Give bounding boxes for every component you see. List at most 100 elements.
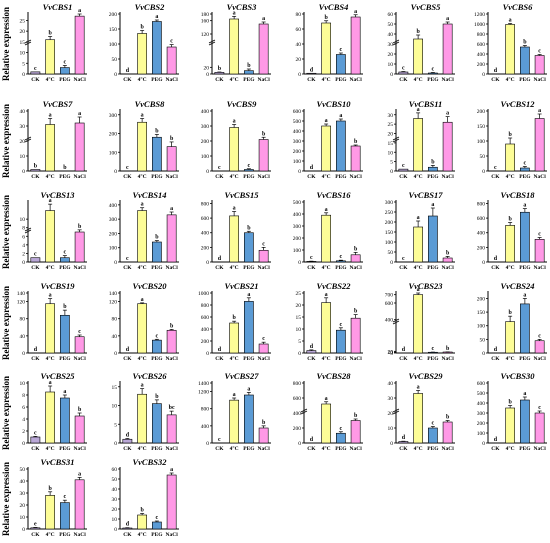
x-tick-label: NaCl	[534, 174, 547, 180]
y-tick-label: 400	[293, 129, 302, 135]
significance-letter: b	[508, 132, 512, 138]
bar-4°C	[414, 394, 423, 444]
significance-letter: a	[417, 287, 420, 293]
y-tick-label: 200	[293, 149, 302, 155]
bar-PEG	[60, 503, 69, 529]
significance-letter: d	[494, 347, 498, 353]
y-tick-label: 25	[20, 18, 26, 24]
y-tick-label: 150	[477, 124, 486, 130]
x-tick-label: PEG	[427, 174, 439, 180]
y-tick-label: 200	[109, 132, 118, 138]
significance-letter: c	[310, 255, 313, 261]
x-tick-label: PEG	[151, 174, 163, 180]
significance-letter: a	[49, 293, 52, 299]
significance-letter: a	[262, 16, 265, 22]
y-tick-label: 5	[22, 61, 25, 67]
significance-letter: c	[156, 333, 159, 339]
x-tick-label: 4°C	[230, 264, 239, 271]
significance-letter: d	[126, 433, 130, 439]
y-tick-label: 200	[293, 236, 302, 242]
significance-letter: b	[155, 235, 159, 241]
significance-letter: a	[233, 10, 236, 16]
y-tick-label: 30	[20, 491, 26, 497]
y-tick-label: 25	[296, 291, 302, 297]
x-tick-label: PEG	[335, 446, 347, 452]
x-tick-label: PEG	[335, 356, 347, 362]
significance-letter: b	[155, 128, 159, 134]
x-tick-label: CK	[123, 446, 132, 452]
significance-letter: c	[538, 333, 541, 339]
y-tick-label: 15	[388, 141, 394, 147]
bar-NaCl	[167, 47, 176, 74]
x-tick-label: 4°C	[138, 76, 147, 83]
significance-letter: b	[140, 25, 144, 31]
bar-4°C	[138, 515, 147, 529]
bar-NaCl	[351, 421, 360, 444]
y-tick-label: 40	[20, 334, 26, 340]
y-tick-label: 400	[201, 327, 210, 333]
x-tick-label: CK	[399, 446, 408, 452]
y-tick-label: 20	[112, 507, 118, 513]
y-tick-label: 0	[390, 169, 393, 175]
x-tick-label: CK	[123, 174, 132, 180]
y-tick-label: 300	[201, 124, 210, 130]
y-tick-label: 0	[114, 72, 117, 78]
bar-PEG	[336, 330, 345, 353]
significance-letter: c	[64, 59, 67, 65]
y-tick-label: 200	[293, 426, 302, 432]
x-tick-label: PEG	[59, 265, 71, 271]
significance-letter: c	[262, 241, 265, 247]
significance-letter: c	[340, 322, 343, 328]
significance-letter: d	[310, 437, 314, 443]
significance-letter: b	[48, 486, 52, 492]
x-tick-label: CK	[123, 77, 132, 83]
significance-letter: a	[141, 202, 144, 208]
significance-letter: b	[48, 31, 52, 37]
y-tick-label: 300	[385, 200, 394, 206]
y-tick-label: 50	[480, 154, 486, 160]
x-tick-label: PEG	[243, 446, 255, 452]
bar-NaCl	[443, 24, 452, 74]
bar-4°C	[506, 225, 515, 262]
x-tick-label: PEG	[519, 446, 531, 452]
y-tick-label: 200	[477, 109, 486, 115]
significance-letter: c	[218, 437, 221, 443]
bar-NaCl	[75, 416, 84, 443]
significance-letter: a	[63, 389, 66, 395]
significance-letter: b	[354, 413, 358, 419]
y-tick-label: 100	[385, 240, 394, 246]
y-tick-label: 0	[390, 72, 393, 78]
y-tick-label: 400	[109, 203, 118, 209]
x-tick-label: CK	[215, 356, 224, 362]
significance-letter: d	[126, 347, 130, 353]
y-tick-label: 200	[477, 421, 486, 427]
y-tick-label: 10	[20, 51, 26, 57]
y-tick-label: 20	[296, 57, 302, 63]
bar-PEG	[152, 404, 161, 443]
y-tick-label: 0	[298, 260, 301, 266]
y-tick-label: 50	[112, 477, 118, 483]
x-tick-label: 4°C	[506, 173, 515, 180]
y-tick-label: 100	[477, 431, 486, 437]
x-tick-label: PEG	[243, 265, 255, 271]
chart-title: VvCBS25	[40, 371, 75, 381]
y-tick-label: 100	[293, 248, 302, 254]
bar-PEG	[152, 340, 161, 353]
x-tick-label: PEG	[519, 356, 531, 362]
bar-NaCl	[167, 147, 176, 171]
y-tick-label: 40	[20, 479, 26, 485]
bar-4°C	[322, 404, 331, 443]
y-tick-label: 400	[477, 231, 486, 237]
significance-letter: d	[126, 68, 130, 74]
bar-PEG	[60, 398, 69, 443]
y-tick-label: 20	[204, 65, 210, 71]
significance-letter: a	[247, 292, 250, 298]
x-tick-label: NaCl	[166, 174, 179, 180]
y-tick-label: 0	[22, 260, 25, 266]
bar-PEG	[336, 55, 345, 75]
bar-4°C	[322, 215, 331, 262]
chart-title: VvCBS5	[411, 2, 442, 12]
y-tick-label: 0	[114, 260, 117, 266]
